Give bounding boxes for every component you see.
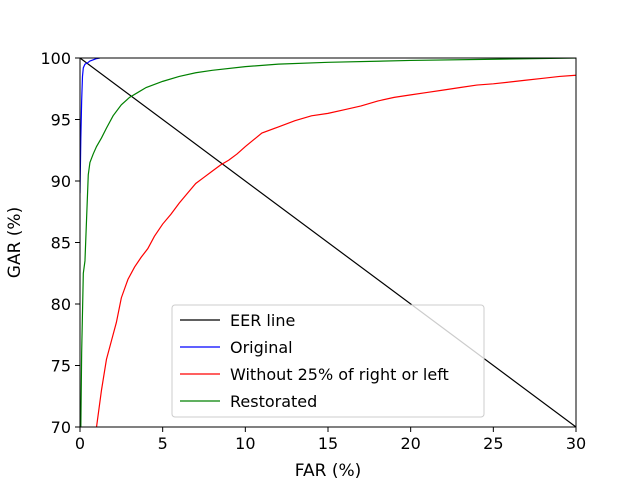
- y-axis-label: GAR (%): [5, 207, 25, 278]
- y-tick-label: 90: [51, 172, 71, 191]
- y-tick-label: 95: [51, 111, 71, 130]
- x-tick-label: 25: [483, 434, 503, 453]
- legend-box: [171, 304, 485, 418]
- x-tick-label: 20: [400, 434, 420, 453]
- x-tick-label: 5: [158, 434, 168, 453]
- y-tick-label: 80: [51, 295, 71, 314]
- x-axis: 0 5 10 15 20 25 30: [75, 427, 586, 453]
- x-tick-label: 10: [235, 434, 255, 453]
- legend-label: Without 25% of right or left: [230, 365, 449, 384]
- plot-lines: [80, 58, 576, 427]
- y-axis: 70 75 80 85 90 95 100: [40, 49, 80, 437]
- legend: EER line Original Without 25% of right or …: [171, 304, 485, 418]
- x-tick-label: 0: [75, 434, 85, 453]
- x-tick-label: 15: [318, 434, 338, 453]
- legend-label: Original: [230, 338, 293, 357]
- series-line-3: [80, 58, 576, 427]
- y-tick-label: 100: [40, 49, 71, 68]
- series-line-0: [80, 58, 576, 427]
- y-tick-label: 70: [51, 418, 71, 437]
- legend-label: Restorated: [230, 392, 317, 411]
- y-tick-label: 75: [51, 357, 71, 376]
- series-line-1: [80, 58, 100, 194]
- legend-label: EER line: [230, 311, 295, 330]
- x-tick-label: 30: [566, 434, 586, 453]
- series-line-2: [95, 74, 576, 427]
- x-axis-label: FAR (%): [295, 461, 361, 480]
- y-tick-label: 85: [51, 234, 71, 253]
